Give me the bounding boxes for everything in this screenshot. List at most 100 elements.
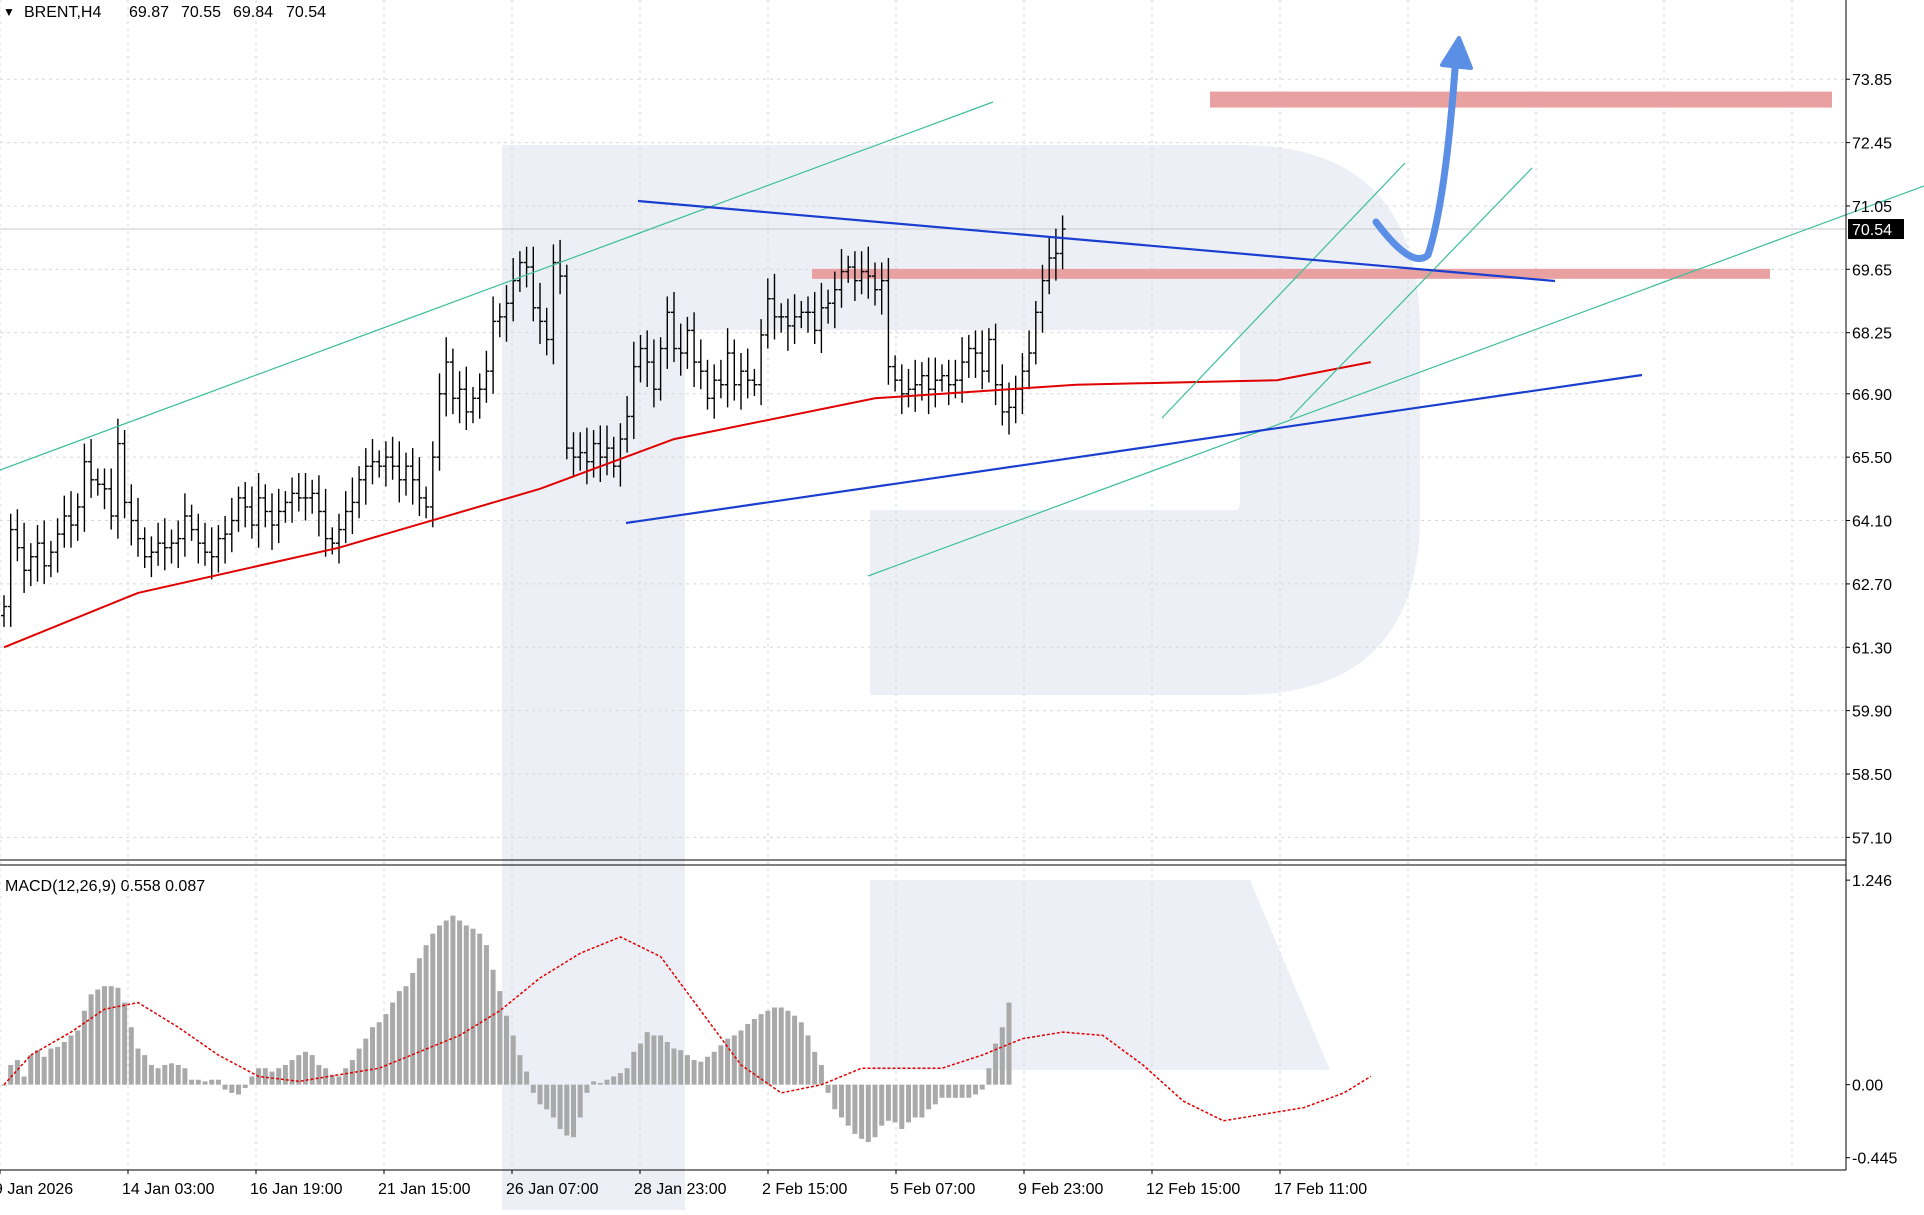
macd-bar [912, 1084, 918, 1118]
macd-bar [390, 1002, 396, 1085]
macd-bar [537, 1084, 543, 1105]
macd-bar [41, 1056, 47, 1085]
macd-bar [671, 1048, 677, 1085]
current-price-box [1848, 219, 1904, 240]
macd-bar [189, 1079, 195, 1085]
macd-bar [879, 1084, 885, 1126]
ascending-trendline [625, 373, 1643, 525]
macd-bar [14, 1060, 20, 1085]
macd-bar [182, 1068, 188, 1085]
y-tick-label: 69.65 [1852, 262, 1892, 279]
y-tick-label: 66.90 [1852, 387, 1892, 404]
macd-bar [885, 1084, 891, 1121]
macd-bar [128, 1027, 134, 1085]
x-tick-label: 16 Jan 19:00 [250, 1181, 343, 1198]
macd-tick-label: -0.445 [1852, 1151, 1897, 1168]
macd-bar [504, 1015, 509, 1085]
macd-bar [684, 1055, 690, 1085]
macd-bar [430, 933, 436, 1085]
macd-histogram [1, 915, 1372, 1143]
y-tick-label: 64.10 [1852, 514, 1892, 531]
macd-bar [55, 1046, 61, 1085]
macd-bar [731, 1035, 737, 1085]
macd-bar [651, 1035, 657, 1085]
macd-bar [376, 1022, 382, 1085]
watermark-logo [502, 145, 1420, 1210]
current-price-label: 70.54 [1852, 222, 1892, 239]
macd-bar [209, 1079, 215, 1085]
macd-bar [832, 1084, 838, 1110]
y-tick-label: 58.50 [1852, 767, 1892, 784]
macd-bar [416, 958, 422, 1085]
macd-bar [202, 1081, 208, 1085]
macd-bar [765, 1010, 771, 1085]
drawings-background [812, 91, 1832, 279]
x-tick-label: 14 Jan 03:00 [122, 1181, 215, 1198]
macd-bar [999, 1027, 1005, 1085]
macd-bar [932, 1084, 938, 1105]
macd-bar [457, 920, 463, 1085]
macd-bar [88, 994, 94, 1085]
macd-bar [772, 1007, 777, 1085]
macd-bar [758, 1014, 764, 1085]
macd-bar [664, 1041, 670, 1085]
y-tick-label: 73.85 [1852, 72, 1892, 89]
macd-tick-label: 1.246 [1852, 873, 1892, 890]
header-close: 70.54 [286, 4, 326, 21]
macd-bar [276, 1068, 282, 1085]
macd-bar [510, 1035, 516, 1085]
macd-bar [564, 1084, 570, 1136]
macd-bar [718, 1045, 724, 1085]
support-resistance-zone [812, 268, 1770, 279]
macd-bar [698, 1061, 704, 1085]
macd-bar [222, 1084, 228, 1090]
macd-bar [550, 1084, 556, 1118]
header-symbol: BRENT,H4 [24, 4, 101, 21]
macd-bar [544, 1084, 550, 1110]
macd-bar [383, 1014, 389, 1085]
macd-bar [410, 973, 416, 1085]
macd-bar [289, 1060, 295, 1085]
y-tick-label: 72.45 [1852, 136, 1892, 153]
macd-bar [825, 1084, 831, 1093]
macd-title: MACD(12,26,9) 0.558 0.087 [5, 878, 205, 895]
macd-bar [705, 1056, 710, 1085]
y-tick-label: 57.10 [1852, 830, 1892, 847]
macd-bar [477, 933, 483, 1085]
macd-bar [329, 1074, 335, 1085]
y-tick-label: 61.30 [1852, 640, 1892, 657]
macd-bar [236, 1084, 241, 1095]
macd-bar [979, 1084, 985, 1090]
macd-bar [778, 1007, 784, 1085]
macd-bar [678, 1050, 684, 1085]
macd-bar [35, 1050, 40, 1085]
macd-bar [28, 1055, 34, 1085]
macd-bar [973, 1084, 978, 1095]
macd-bar [818, 1064, 824, 1085]
macd-bar [81, 1010, 87, 1085]
x-tick-label: 17 Feb 11:00 [1274, 1181, 1367, 1198]
macd-bar [490, 969, 496, 1085]
upper-channel-line [0, 101, 994, 471]
price-candles [1, 215, 1371, 649]
macd-bar [155, 1068, 161, 1085]
x-tick-label: 26 Jan 07:00 [506, 1181, 599, 1198]
macd-bar [1, 1084, 7, 1086]
macd-bar [919, 1084, 925, 1118]
macd-bar [396, 991, 402, 1085]
macd-bar [517, 1055, 523, 1085]
macd-bar [309, 1055, 315, 1085]
macd-bar [282, 1064, 288, 1085]
macd-bar [839, 1084, 844, 1118]
macd-signal-line [3, 936, 1372, 1122]
macd-bar [993, 1043, 999, 1085]
macd-bar [61, 1041, 67, 1085]
x-tick-label: 21 Jan 15:00 [378, 1181, 471, 1198]
macd-bar [852, 1084, 858, 1134]
macd-bar [524, 1071, 530, 1085]
y-tick-label: 65.50 [1852, 450, 1892, 467]
macd-bar [617, 1073, 623, 1085]
macd-bar [577, 1084, 583, 1118]
